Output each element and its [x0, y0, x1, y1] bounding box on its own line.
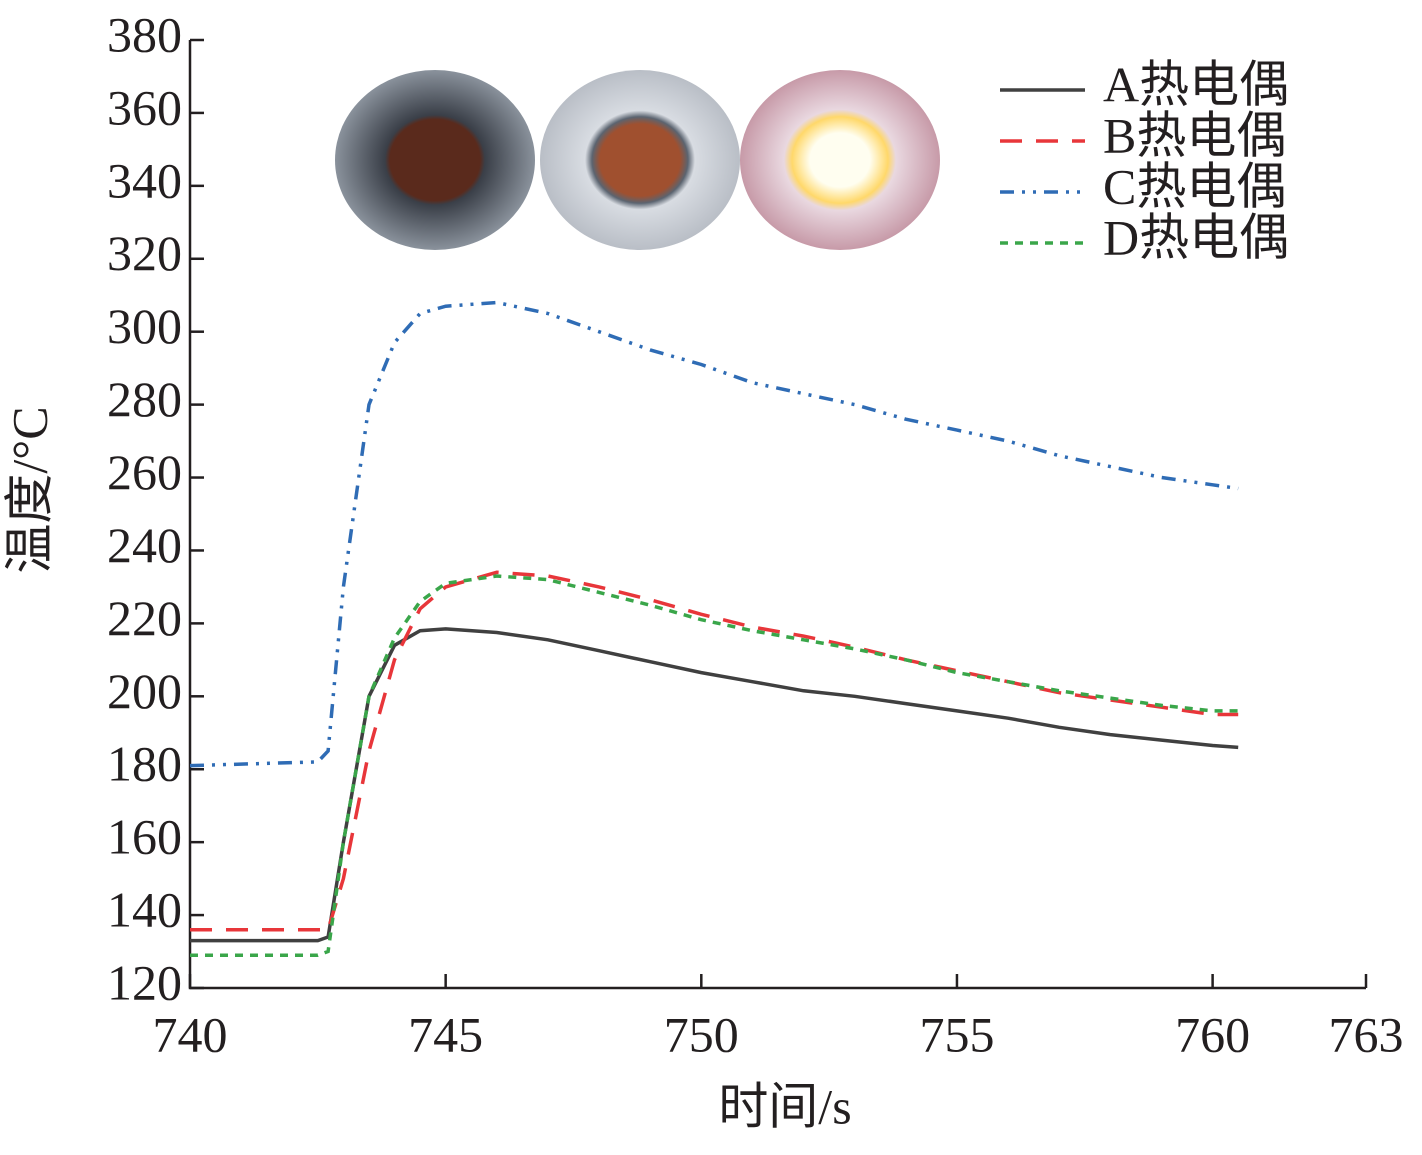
y-tick-label: 340	[107, 152, 182, 208]
y-tick-label: 220	[107, 590, 182, 646]
x-tick-label: 740	[153, 1006, 228, 1062]
y-tick-label: 120	[107, 954, 182, 1010]
flange-glowing	[740, 70, 940, 250]
flange-heated	[540, 70, 740, 250]
y-tick-label: 320	[107, 225, 182, 281]
x-axis-title: 时间/s	[718, 1078, 851, 1134]
y-tick-label: 300	[107, 298, 182, 354]
series-line	[190, 627, 1239, 943]
x-tick-label: 763	[1329, 1006, 1404, 1062]
legend-label: B热电偶	[1103, 107, 1286, 163]
series-line	[190, 574, 1239, 957]
y-tick-label: 240	[107, 517, 182, 573]
flange-photos	[335, 70, 940, 250]
flange-dark	[335, 70, 535, 250]
x-tick-label: 760	[1175, 1006, 1250, 1062]
y-axis-title: 温度/°C	[1, 406, 57, 573]
series-line	[189, 300, 1239, 768]
y-tick-label: 260	[107, 444, 182, 500]
x-tick-label: 745	[408, 1006, 483, 1062]
x-tick-label: 750	[664, 1006, 739, 1062]
y-tick-label: 140	[107, 882, 182, 938]
y-tick-label: 280	[107, 371, 182, 427]
series-line	[190, 570, 1239, 932]
y-tick-label: 180	[107, 736, 182, 792]
y-tick-label: 380	[107, 6, 182, 62]
legend-label: A热电偶	[1103, 56, 1289, 112]
x-tick-label: 755	[919, 1006, 994, 1062]
legend-label: D热电偶	[1103, 209, 1289, 265]
legend-label: C热电偶	[1103, 158, 1286, 214]
y-tick-label: 200	[107, 663, 182, 719]
y-tick-label: 360	[107, 79, 182, 135]
y-tick-label: 160	[107, 809, 182, 865]
